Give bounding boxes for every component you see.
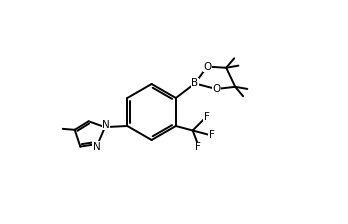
Text: O: O	[212, 84, 220, 94]
Text: B: B	[191, 78, 198, 88]
Text: O: O	[203, 62, 211, 72]
Text: N: N	[102, 120, 110, 130]
Text: F: F	[204, 112, 210, 122]
Text: F: F	[209, 130, 215, 140]
Text: F: F	[195, 142, 201, 152]
Text: N: N	[93, 142, 101, 152]
